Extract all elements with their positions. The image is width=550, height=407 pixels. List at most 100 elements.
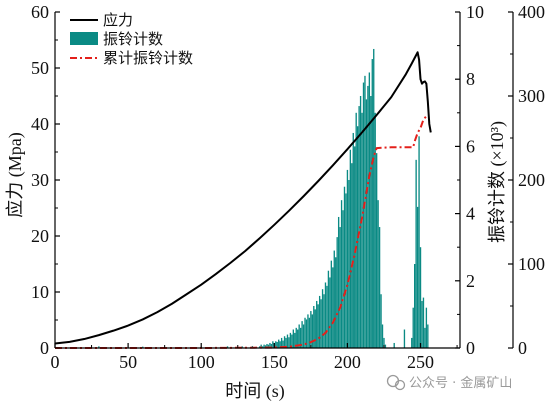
- ring-count-bar: [291, 334, 293, 348]
- ring-count-bar: [373, 48, 375, 349]
- ring-count-bar: [354, 146, 356, 348]
- ring-count-bar: [365, 99, 368, 348]
- ring-count-bar: [349, 149, 352, 348]
- y3-tick-label: 400: [518, 2, 545, 22]
- legend-ring-count-label: 振铃计数: [103, 31, 163, 48]
- ring-count-bar: [378, 227, 381, 348]
- ring-count-bar: [301, 321, 303, 348]
- ring-count-bar: [351, 163, 353, 348]
- y-tick-label: 0: [40, 338, 49, 358]
- y-axis-title: 应力 (Mpa): [5, 132, 26, 217]
- ring-count-bar: [377, 200, 379, 348]
- ring-count-bar: [330, 260, 333, 348]
- ring-count-bar: [371, 59, 373, 348]
- ring-count-bar: [337, 216, 340, 348]
- axes: 0 50 100 150 200 2500102030405060024681001002…: [31, 2, 545, 372]
- ring-count-bar: [335, 257, 337, 348]
- ring-count-bar: [324, 282, 327, 348]
- y-tick-label: 60: [31, 2, 49, 22]
- watermark-text: 公众号 · 金属矿山: [409, 375, 512, 391]
- ring-count-bar: [374, 112, 376, 348]
- ring-count-bar: [339, 227, 341, 348]
- ring-count-bar: [298, 324, 300, 348]
- ring-count-bar: [305, 319, 308, 348]
- ring-count-bar: [269, 342, 271, 348]
- ring-count-bar: [311, 314, 314, 348]
- ring-count-bar: [368, 72, 371, 348]
- ring-count-bar: [427, 324, 429, 348]
- ring-count-bar: [323, 294, 325, 348]
- ring-count-bar: [425, 307, 428, 348]
- ring-count-bar: [294, 332, 296, 348]
- legend-cumulative-label: 累计振铃计数: [103, 50, 193, 67]
- ring-count-bar: [383, 337, 385, 348]
- ring-count-bar: [412, 307, 414, 348]
- stress-line: [54, 51, 432, 345]
- ring-count-bar: [318, 295, 321, 348]
- ring-count-bar: [314, 309, 316, 348]
- ring-count-bar: [415, 159, 417, 348]
- ring-count-bar: [308, 317, 311, 348]
- legend-ring-count-swatch: [70, 32, 98, 45]
- y2-axis-title: 振铃计数 (×10³): [487, 121, 508, 243]
- ring-count-bar: [327, 270, 330, 348]
- x-tick-label: 50: [119, 352, 137, 372]
- x-tick-label: 150: [261, 352, 288, 372]
- y2-tick-label: 4: [466, 204, 475, 224]
- legend: 应力 振铃计数 累计振铃计数: [70, 11, 193, 67]
- y-tick-label: 40: [31, 114, 49, 134]
- ring-count-bar: [411, 337, 413, 348]
- ring-count-bar: [355, 112, 357, 348]
- ring-count-bar: [292, 329, 294, 348]
- x-tick-label: 200: [334, 352, 361, 372]
- ring-count-bar: [333, 250, 335, 348]
- legend-stress-label: 应力: [103, 11, 133, 29]
- x-tick-label: 0: [51, 352, 60, 372]
- ring-count-bar: [316, 300, 318, 348]
- ring-count-bar: [98, 346, 100, 348]
- x-axis-title: 时间 (s): [225, 381, 285, 402]
- ring-count-bar: [346, 169, 349, 348]
- watermark: 公众号 · 金属矿山: [386, 374, 512, 391]
- ring-count-bar: [329, 277, 331, 348]
- ring-count-bar: [416, 206, 419, 348]
- ring-count-bar: [414, 264, 416, 348]
- ring-count-bar: [320, 299, 322, 348]
- ring-count-bar: [393, 342, 395, 348]
- ring-count-bar: [286, 334, 289, 348]
- ring-count-bar: [370, 96, 372, 348]
- ring-count-bar: [364, 75, 366, 348]
- ring-count-bar: [272, 341, 274, 348]
- ring-count-bar: [275, 341, 277, 348]
- y2-tick-label: 8: [466, 69, 475, 89]
- y3-tick-label: 300: [518, 86, 545, 106]
- ring-count-bar: [332, 267, 334, 348]
- ring-count-bar: [317, 304, 319, 348]
- ring-count-bar: [321, 289, 324, 348]
- ring-count-bar: [380, 294, 382, 348]
- ring-count-bar: [259, 346, 261, 348]
- y3-tick-label: 100: [518, 254, 545, 274]
- ring-count-bar: [342, 210, 344, 348]
- x-tick-label: 100: [188, 352, 215, 372]
- ring-count-bar: [345, 193, 347, 348]
- ring-count-bar: [424, 327, 426, 348]
- wechat-icon: [386, 374, 406, 391]
- ring-count-bar: [419, 247, 422, 348]
- y3-tick-label: 200: [518, 170, 545, 190]
- ring-count-bar: [267, 344, 270, 348]
- y2-tick-label: 0: [466, 338, 475, 358]
- ring-count-bar: [297, 329, 299, 348]
- ring-count-bar: [299, 327, 302, 348]
- plot-marks: [54, 48, 432, 349]
- y3-tick-label: 0: [518, 338, 527, 358]
- ring-count-bar: [288, 337, 290, 348]
- ring-count-bar: [307, 314, 309, 348]
- y2-tick-label: 6: [466, 136, 475, 156]
- ring-count-bar: [310, 311, 312, 348]
- ring-count-bar: [375, 153, 378, 348]
- cumulative-count-line: [55, 115, 428, 349]
- ring-count-bar: [352, 132, 354, 348]
- ring-count-bar: [421, 300, 423, 348]
- ring-count-bar: [270, 343, 273, 348]
